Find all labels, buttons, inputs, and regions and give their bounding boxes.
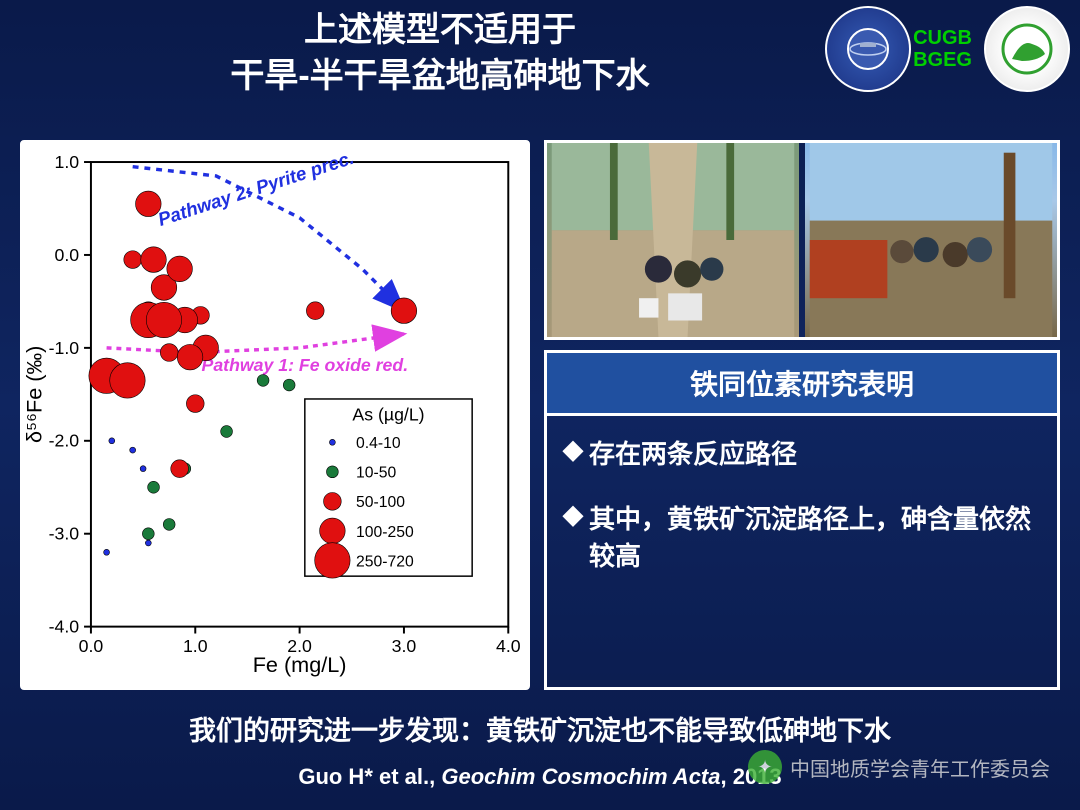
svg-text:-1.0: -1.0 [49,338,80,358]
bullet-icon: ◆ [563,499,583,573]
svg-text:Pathway 1: Fe oxide red.: Pathway 1: Fe oxide red. [202,355,409,375]
svg-text:10-50: 10-50 [356,465,396,482]
title-line2: 干旱-半干旱盆地高砷地下水 [230,57,649,95]
info-box: 铁同位素研究表明 ◆存在两条反应路径 ◆其中，黄铁矿沉淀路径上，砷含量依然较高 [544,350,1060,690]
svg-text:0.4-10: 0.4-10 [356,435,401,452]
conclusion-text: 我们的研究进一步发现：黄铁矿沉淀也不能导致低砷地下水 [0,709,1080,748]
svg-text:-3.0: -3.0 [49,524,80,544]
right-column: 铁同位素研究表明 ◆存在两条反应路径 ◆其中，黄铁矿沉淀路径上，砷含量依然较高 [544,140,1060,690]
svg-text:250-720: 250-720 [356,553,414,570]
wechat-icon: ✦ [748,750,782,784]
logo-label-cugb: CUGB [913,27,972,49]
info-header: 铁同位素研究表明 [547,353,1057,416]
svg-text:-4.0: -4.0 [49,617,80,637]
svg-text:Fe (mg/L): Fe (mg/L) [253,652,347,677]
citation-journal: Geochim Cosmochim Acta [441,764,720,789]
info-item-1: ◆存在两条反应路径 [563,434,1041,471]
citation-author: Guo H* et al., [298,764,441,789]
svg-text:-2.0: -2.0 [49,431,80,451]
info-item-2: ◆其中，黄铁矿沉淀路径上，砷含量依然较高 [563,499,1041,573]
watermark-text: 中国地质学会青年工作委员会 [790,753,1050,782]
svg-text:δ⁵⁶Fe (‰): δ⁵⁶Fe (‰) [24,346,47,443]
bullet-icon: ◆ [563,434,583,471]
svg-text:1.0: 1.0 [54,152,79,172]
info-item-text: 其中，黄铁矿沉淀路径上，砷含量依然较高 [589,499,1041,573]
content-area: 0.01.02.03.04.0-4.0-3.0-2.0-1.00.01.0Fe … [20,140,1060,690]
svg-text:100-250: 100-250 [356,524,414,541]
logo-label-bgeg: BGEG [913,49,972,71]
logo-labels: CUGB BGEG [913,27,972,71]
field-photo-1 [547,143,799,337]
slide-title: 上述模型不适用于 干旱-半干旱盆地高砷地下水 [0,8,880,100]
field-photo-2 [805,143,1057,337]
photo-row [544,140,1060,340]
info-body: ◆存在两条反应路径 ◆其中，黄铁矿沉淀路径上，砷含量依然较高 [547,416,1057,687]
bgeg-logo [984,6,1070,92]
logo-area: CUGB BGEG [825,6,1070,92]
cugb-logo [825,6,911,92]
svg-text:As (µg/L): As (µg/L) [352,405,424,425]
scatter-chart: 0.01.02.03.04.0-4.0-3.0-2.0-1.00.01.0Fe … [24,144,526,686]
watermark: ✦ 中国地质学会青年工作委员会 [748,750,1050,784]
scatter-chart-panel: 0.01.02.03.04.0-4.0-3.0-2.0-1.00.01.0Fe … [20,140,530,690]
title-line1: 上述模型不适用于 [304,11,576,49]
svg-text:1.0: 1.0 [183,636,208,656]
svg-text:3.0: 3.0 [392,636,417,656]
info-item-text: 存在两条反应路径 [589,434,797,471]
svg-text:0.0: 0.0 [79,636,104,656]
svg-text:50-100: 50-100 [356,494,405,511]
svg-text:4.0: 4.0 [496,636,521,656]
svg-text:0.0: 0.0 [54,245,79,265]
